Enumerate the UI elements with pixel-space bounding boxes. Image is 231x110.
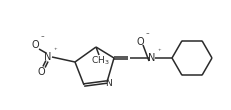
Text: CH$_3$: CH$_3$ bbox=[90, 55, 109, 67]
Text: O: O bbox=[31, 40, 39, 50]
Text: $^-$: $^-$ bbox=[40, 35, 46, 40]
Text: N: N bbox=[148, 53, 155, 63]
Text: N: N bbox=[105, 79, 112, 87]
Text: O: O bbox=[136, 37, 143, 47]
Text: N: N bbox=[44, 52, 52, 62]
Text: O: O bbox=[37, 67, 45, 77]
Text: $^-$: $^-$ bbox=[144, 32, 150, 37]
Text: $^+$: $^+$ bbox=[156, 48, 162, 53]
Text: $^+$: $^+$ bbox=[53, 47, 59, 52]
